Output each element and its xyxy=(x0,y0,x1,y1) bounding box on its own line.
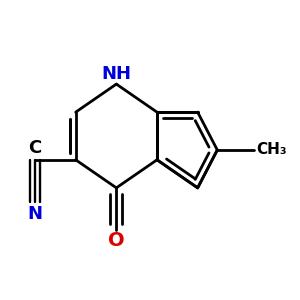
Text: C: C xyxy=(28,139,42,157)
Text: NH: NH xyxy=(101,65,131,83)
Text: N: N xyxy=(28,205,43,223)
Text: CH₃: CH₃ xyxy=(256,142,287,158)
Text: O: O xyxy=(108,231,125,250)
